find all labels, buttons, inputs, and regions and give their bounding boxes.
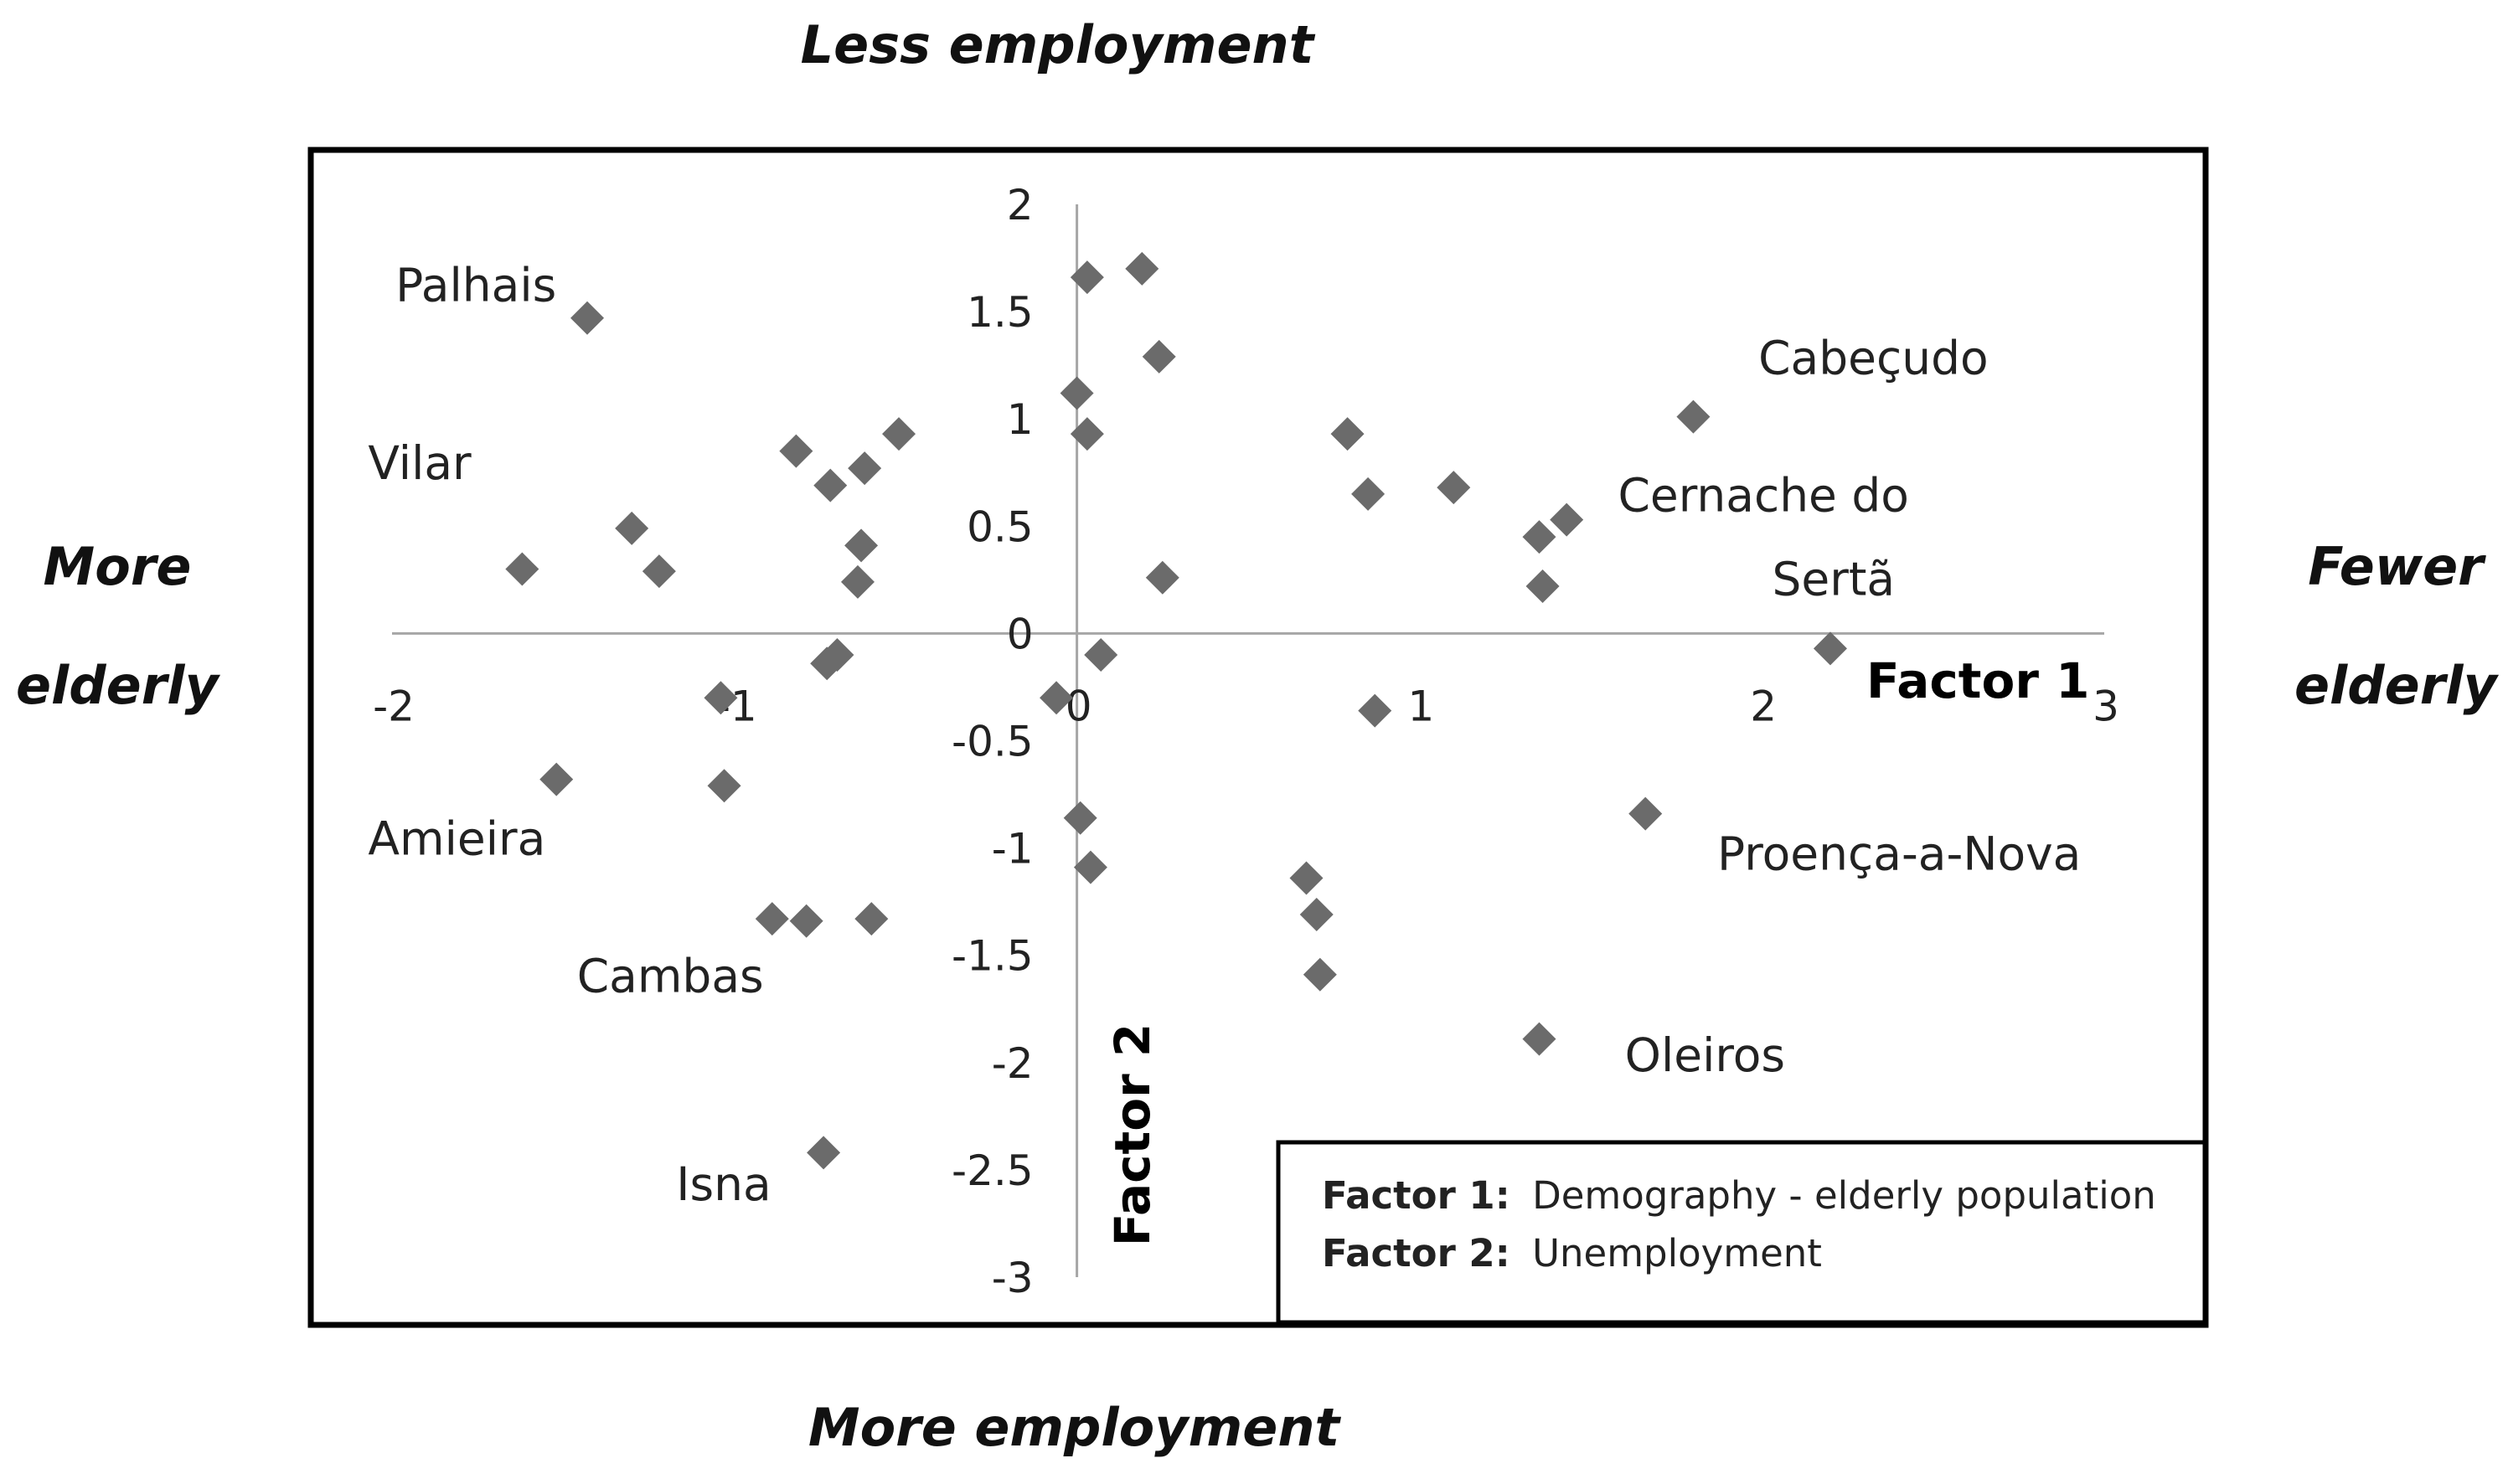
y-tick-label: -1.5 [952,932,1034,981]
y-tick-label: -3 [992,1254,1034,1302]
y-tick-label: 1 [1007,395,1034,444]
point-annotation: Vilar [368,436,472,490]
x-tick-label: -2 [373,682,415,730]
point-annotations: Palhais Vilar Amieira Cambas Isna Cabeçudo Cer… [368,258,2081,1210]
data-point [704,681,738,715]
data-point [1628,796,1663,831]
point-annotation: Cabeçudo [1758,331,1989,384]
data-point [1063,801,1097,835]
legend-text-factor1: Demography - elderly population [1532,1173,2156,1218]
y-tick-label: 1.5 [967,288,1034,337]
point-annotation: Proença-a-Nova [1717,827,2081,880]
data-point [844,528,879,563]
data-point [1522,520,1556,554]
data-point [779,434,813,468]
data-point [615,511,649,545]
point-annotation: Sertã [1772,552,1895,605]
point-annotation: Isna [676,1157,771,1211]
data-point [1145,560,1179,595]
data-point [1525,569,1560,604]
x-tick-label: 2 [1750,682,1777,730]
legend-key-factor2: Factor 2: [1322,1231,1510,1275]
data-point [1084,638,1118,672]
y-tick-labels: 2 1.5 1 0.5 0 -0.5 -1 -1.5 -2 -2.5 -3 [952,181,1034,1302]
data-point [1289,861,1324,895]
point-annotation: Amieira [368,812,545,865]
plot-frame [307,147,2209,1328]
data-point [854,902,889,936]
data-point [1437,471,1471,505]
direction-top-label: Less employment [801,14,1316,75]
x-tick-label: 0 [1066,682,1092,730]
data-point [1040,681,1074,715]
y-tick-label: 2 [1007,181,1034,229]
point-annotation: Oleiros [1625,1028,1785,1082]
direction-right-label-line2: elderly [2294,655,2500,716]
x-tick-label: 3 [2093,682,2119,730]
point-annotation: Palhais [395,258,556,312]
svg-text:Factor 1: Demography - e: Factor 1: Demography - elderly populatio… [1322,1173,2156,1218]
data-point [642,554,676,589]
direction-right-label-line1: Fewer [2308,536,2486,597]
data-point [1550,502,1584,537]
data-point [1351,477,1386,511]
data-point [1073,850,1107,884]
data-point [505,552,539,586]
data-point [882,417,916,451]
data-point [570,301,605,335]
data-point [1070,260,1104,295]
direction-left-label-line1: More [44,536,192,597]
data-point [539,762,574,796]
svg-text:Factor 2: Unemployment: Factor 2: Unemployment [1322,1231,1822,1275]
data-point [1358,693,1392,728]
data-point [1060,376,1094,410]
data-point [707,769,741,803]
data-point [1522,1022,1556,1056]
data-point [1330,417,1365,451]
x-tick-labels: -2 -1 0 1 2 3 [373,682,2119,730]
data-point [813,468,848,502]
legend: Factor 1: Demography - elderly populatio… [1276,1140,2207,1325]
y-tick-label: 0.5 [967,502,1034,551]
data-point [1125,251,1159,286]
y-tick-label: -2.5 [952,1146,1034,1195]
y-tick-label: 0 [1007,610,1034,658]
x-tick-label: 1 [1407,682,1434,730]
point-annotation: Cambas [577,949,764,1002]
point-annotation: Cernache do [1618,468,1909,522]
data-point [840,564,875,599]
y-tick-label: -0.5 [952,718,1034,766]
direction-left-label-line2: elderly [16,655,221,716]
data-point [807,1136,841,1170]
data-point [820,638,854,672]
data-point [1142,339,1176,374]
x-axis-title: Factor 1 [1866,652,2089,709]
legend-box [1276,1140,2207,1325]
legend-key-factor1: Factor 1: [1322,1173,1510,1218]
data-point [1070,417,1104,451]
data-point [1813,631,1847,666]
data-point [789,904,823,938]
y-axis-title: Factor 2 [1104,1023,1161,1246]
data-point [1676,399,1711,434]
data-point [1303,957,1337,992]
direction-bottom-label: More employment [808,1397,1342,1458]
data-point [1299,898,1334,932]
y-tick-label: -1 [992,825,1034,873]
y-tick-label: -2 [992,1039,1034,1088]
data-points [505,251,1847,1170]
data-point [848,451,882,486]
legend-text-factor2: Unemployment [1532,1231,1822,1275]
data-point [755,902,789,936]
